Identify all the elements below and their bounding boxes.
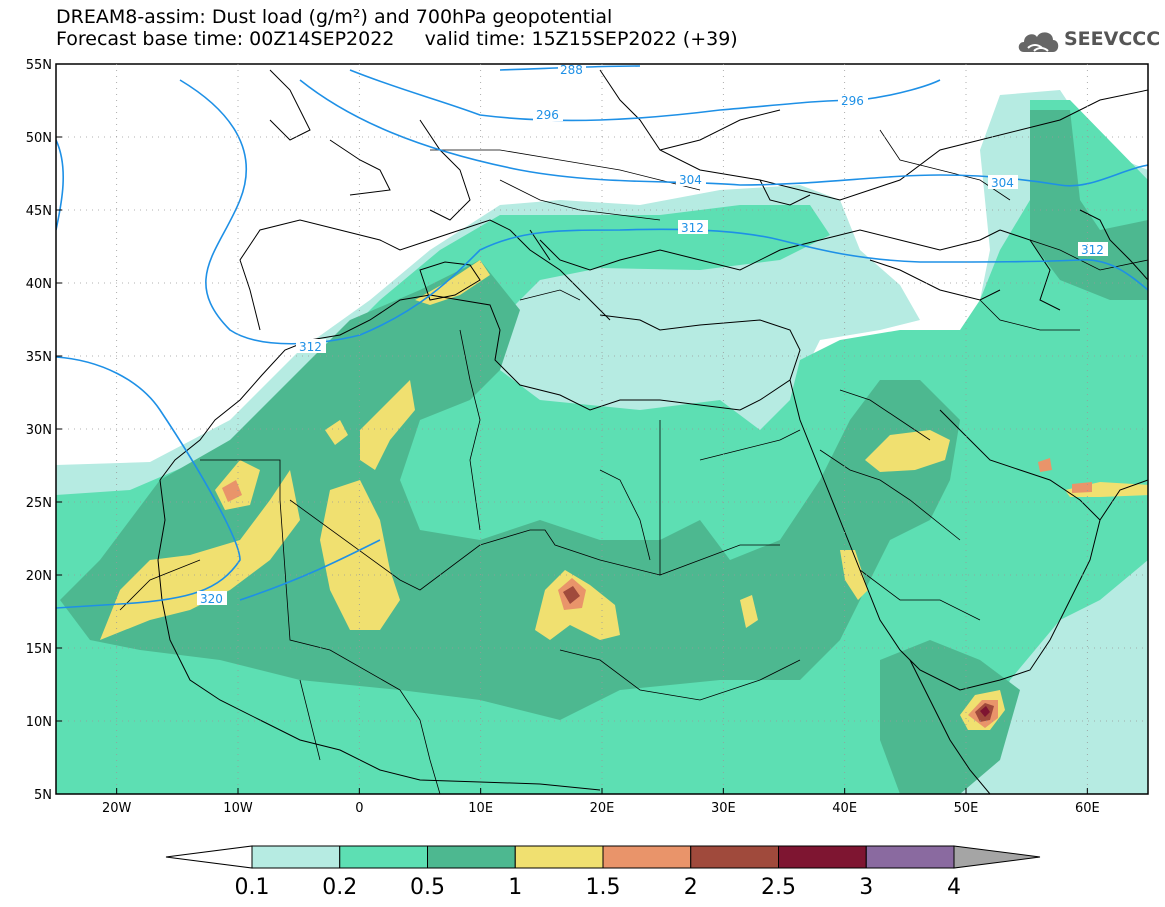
colorbar-label: 0.5	[410, 875, 445, 900]
lon-label: 40E	[832, 801, 857, 816]
colorbar-label: 0.2	[322, 875, 357, 900]
lon-axis: 20W 10W 0 10E 20E 30E 40E 50E 60E	[102, 788, 1100, 816]
dust-level-1	[320, 480, 400, 630]
colorbar-segment	[339, 845, 428, 869]
dust-level-1	[100, 470, 300, 640]
seevccc-logo: SEEVCCC	[1016, 24, 1160, 60]
dust-level-0-5	[1030, 110, 1148, 300]
contour-label: 296	[536, 108, 559, 122]
dust-level-1-5	[1038, 458, 1052, 472]
colorbar-label: 3	[859, 875, 873, 900]
lon-label: 10W	[223, 801, 253, 816]
lat-label: 20N	[26, 569, 52, 584]
contour-label: 312	[1081, 243, 1104, 257]
dust-level-2	[563, 586, 580, 604]
logo-text: SEEVCCC	[1064, 28, 1161, 50]
colorbar-label: 1	[508, 875, 522, 900]
colorbar-segment	[865, 845, 955, 869]
colorbar-arrow-high	[953, 845, 1041, 869]
contour-label: 296	[841, 94, 864, 108]
lon-label: 60E	[1075, 801, 1100, 816]
lat-axis: 55N 50N 45N 40N 35N 30N 25N 20N 15N 10N 5N	[26, 58, 62, 803]
colorbar: 0.1 0.2 0.5 1 1.5 2 2.5 3 4	[165, 845, 1041, 900]
dust-level-0-5	[880, 640, 1020, 794]
lat-label: 50N	[26, 131, 52, 146]
lon-label: 50E	[954, 801, 979, 816]
colorbar-segment	[602, 845, 692, 869]
lon-label: 30E	[711, 801, 736, 816]
lat-label: 40N	[26, 277, 52, 292]
contour-label: 288	[560, 63, 583, 77]
lon-label: 20W	[102, 801, 132, 816]
colorbar-segment	[778, 845, 867, 869]
lon-label: 0	[355, 801, 363, 816]
dust-level-1-5	[222, 480, 242, 502]
dust-level-1	[865, 430, 950, 472]
contour-label: 304	[679, 173, 702, 187]
lat-label: 55N	[26, 58, 52, 73]
dust-level-2-5	[980, 706, 990, 717]
map-title: DREAM8-assim: Dust load (g/m²) and 700hP…	[56, 6, 613, 28]
contour-label: 312	[681, 221, 704, 235]
colorbar-label: 2	[684, 875, 698, 900]
cloud-icon	[1018, 32, 1059, 52]
dust-level-1	[360, 380, 415, 470]
dust-level-1	[415, 260, 490, 305]
lat-label: 30N	[26, 423, 52, 438]
dust-level-1	[325, 420, 348, 445]
gridlines	[56, 64, 1148, 794]
lon-label: 20E	[590, 801, 615, 816]
colorbar-segment	[251, 845, 341, 869]
colorbar-label: 4	[947, 875, 961, 900]
colorbar-label: 1.5	[586, 875, 621, 900]
contour-label: 312	[299, 340, 322, 354]
colorbar-label: 2.5	[761, 875, 796, 900]
lat-label: 25N	[26, 496, 52, 511]
forecast-base-time: Forecast base time: 00Z14SEP2022	[56, 28, 395, 50]
contour-label: 320	[200, 592, 223, 606]
dust-level-1	[740, 595, 758, 628]
colorbar-label: 0.1	[235, 875, 270, 900]
lat-label: 15N	[26, 642, 52, 657]
dust-level-0-5	[60, 260, 960, 720]
lat-label: 5N	[34, 788, 52, 803]
valid-time: valid time: 15Z15SEP2022 (+39)	[424, 28, 738, 50]
contour-label: 304	[991, 176, 1014, 190]
lat-label: 45N	[26, 204, 52, 219]
coastlines	[157, 69, 1148, 794]
colorbar-arrow-low	[165, 845, 253, 869]
lon-label: 10E	[468, 801, 493, 816]
colorbar-segment	[427, 845, 516, 869]
colorbar-segment	[690, 845, 779, 869]
time-line: Forecast base time: 00Z14SEP2022 valid t…	[56, 28, 956, 50]
lat-label: 10N	[26, 715, 52, 730]
map-header: DREAM8-assim: Dust load (g/m²) and 700hP…	[56, 6, 956, 50]
lat-label: 35N	[26, 350, 52, 365]
contour-labels: 288 296 296 304 304 312 312 312 320	[197, 62, 1108, 606]
colorbar-segment	[514, 845, 604, 869]
